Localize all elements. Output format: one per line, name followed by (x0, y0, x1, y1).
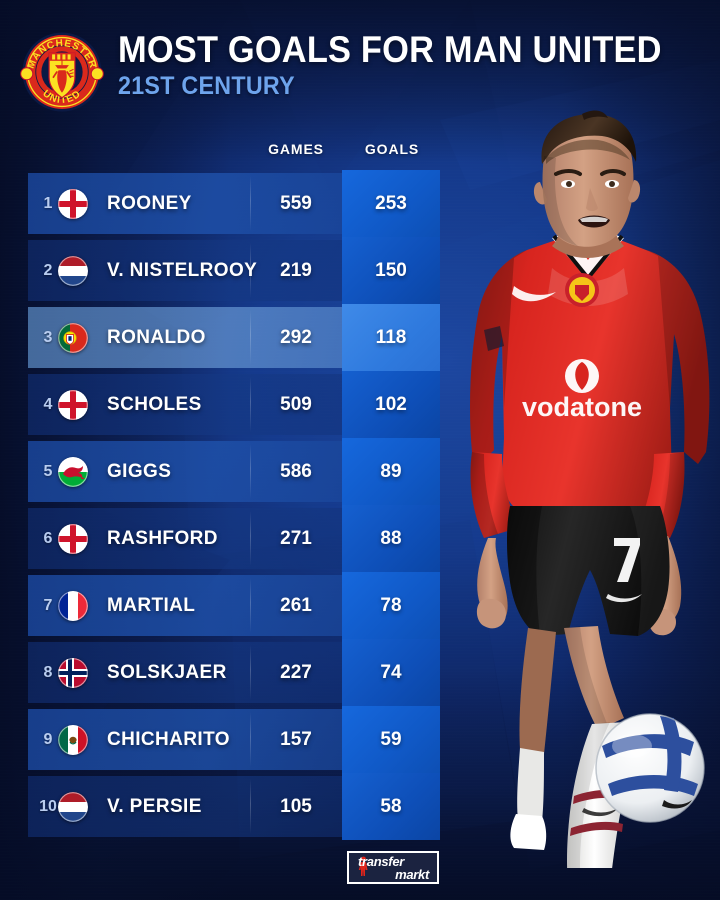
goals-value: 89 (380, 460, 402, 482)
rank-number: 2 (43, 261, 53, 279)
transfermarkt-word-transfer: transfer (358, 853, 405, 869)
games-value: 261 (280, 594, 312, 616)
table-row[interactable]: 8 SOLSKJAER 227 74 (0, 639, 460, 706)
player-name: V. NISTELROOY (107, 259, 258, 281)
games-value: 157 (280, 728, 312, 750)
player-name: V. PERSIE (107, 795, 202, 817)
goals-cell-background (342, 438, 440, 505)
games-value: 105 (280, 795, 312, 817)
flag-norway-icon (58, 658, 88, 688)
rank-number: 1 (43, 194, 53, 212)
games-value: 586 (280, 460, 312, 482)
goals-cell-background (342, 572, 440, 639)
transfermarkt-logo[interactable]: transfer markt (347, 851, 439, 884)
rank-number: 3 (43, 328, 53, 346)
player-name: SCHOLES (107, 393, 202, 415)
goals-value: 74 (380, 661, 402, 683)
player-name: ROONEY (107, 192, 192, 214)
goals-value: 118 (375, 326, 407, 348)
transfermarkt-line-2: markt (349, 868, 437, 881)
manchester-united-crest-icon: MANCHESTER UNITED (19, 29, 105, 115)
rank-number: 5 (43, 462, 53, 480)
rank-number: 7 (43, 596, 53, 614)
flag-netherlands-icon (58, 792, 88, 822)
flag-wales-icon (58, 457, 88, 487)
ranking-table: 1 ROONEY 559 253 2 V. NISTELROOY 219 150 3 RONALD… (0, 170, 460, 840)
games-value: 227 (280, 661, 312, 683)
page-subtitle: 21ST CENTURY (118, 71, 295, 100)
goals-cell-background (342, 371, 440, 438)
rank-number: 9 (43, 730, 53, 748)
player-name: RASHFORD (107, 527, 218, 549)
flag-england-icon (58, 189, 88, 219)
table-row[interactable]: 1 ROONEY 559 253 (0, 170, 460, 237)
table-row[interactable]: 6 RASHFORD 271 88 (0, 505, 460, 572)
goals-cell-background (342, 237, 440, 304)
goals-cell-background (342, 639, 440, 706)
goals-value: 253 (375, 192, 407, 214)
games-value: 559 (280, 192, 312, 214)
column-divider (250, 310, 251, 365)
svg-text:vodatone: vodatone (522, 392, 642, 422)
transfermarkt-word-markt: markt (395, 866, 429, 882)
table-row[interactable]: 2 V. NISTELROOY 219 150 (0, 237, 460, 304)
goals-value: 150 (375, 259, 407, 281)
column-divider (250, 511, 251, 566)
column-header-games: GAMES (268, 141, 324, 157)
goals-cell-background (342, 773, 440, 840)
table-row[interactable]: 7 MARTIAL 261 78 (0, 572, 460, 639)
column-divider (250, 645, 251, 700)
column-header-goals: GOALS (364, 141, 420, 157)
flag-france-icon (58, 591, 88, 621)
goals-cell-background (342, 170, 440, 237)
goals-cell-background (342, 304, 440, 371)
goals-cell-background (342, 706, 440, 773)
table-row[interactable]: 3 RONALDO 292 118 (0, 304, 460, 371)
goals-value: 102 (375, 393, 407, 415)
rank-number: 6 (43, 529, 53, 547)
player-name: RONALDO (107, 326, 206, 348)
transfermarkt-line-1: transfer (349, 855, 437, 868)
column-divider (250, 176, 251, 231)
rank-number: 10 (39, 797, 57, 815)
column-headers: GAMES GOALS (0, 141, 460, 163)
goals-value: 59 (380, 728, 402, 750)
title-block: MOST GOALS FOR MAN UNITED 21ST CENTURY (118, 31, 703, 99)
goals-value: 78 (380, 594, 402, 616)
games-value: 219 (280, 259, 312, 281)
player-name: MARTIAL (107, 594, 196, 616)
rank-number: 8 (43, 663, 53, 681)
column-divider (250, 712, 251, 767)
table-row[interactable]: 4 SCHOLES 509 102 (0, 371, 460, 438)
page-title: MOST GOALS FOR MAN UNITED (118, 29, 662, 70)
table-row[interactable]: 5 GIGGS 586 89 (0, 438, 460, 505)
header: MANCHESTER UNITED MOST GOALS FOR MAN UNI… (0, 0, 720, 130)
player-name: SOLSKJAER (107, 661, 227, 683)
column-divider (250, 578, 251, 633)
column-divider (250, 243, 251, 298)
goals-value: 88 (380, 527, 402, 549)
goals-value: 58 (380, 795, 402, 817)
games-value: 509 (280, 393, 312, 415)
table-row[interactable]: 9 CHICHARITO 157 59 (0, 706, 460, 773)
flag-portugal-icon (58, 323, 88, 353)
games-value: 292 (280, 326, 312, 348)
table-row[interactable]: 10 V. PERSIE 105 58 (0, 773, 460, 840)
column-divider (250, 377, 251, 432)
games-value: 271 (280, 527, 312, 549)
flag-england-icon (58, 390, 88, 420)
cristiano-ronaldo-photo: vodatone (432, 108, 720, 900)
flag-netherlands-icon (58, 256, 88, 286)
player-name: GIGGS (107, 460, 172, 482)
transfermarkt-figure-icon (358, 856, 368, 876)
goals-cell-background (342, 505, 440, 572)
player-name: CHICHARITO (107, 728, 230, 750)
column-divider (250, 444, 251, 499)
column-divider (250, 779, 251, 834)
rank-number: 4 (43, 395, 53, 413)
flag-england-icon (58, 524, 88, 554)
flag-mexico-icon (58, 725, 88, 755)
